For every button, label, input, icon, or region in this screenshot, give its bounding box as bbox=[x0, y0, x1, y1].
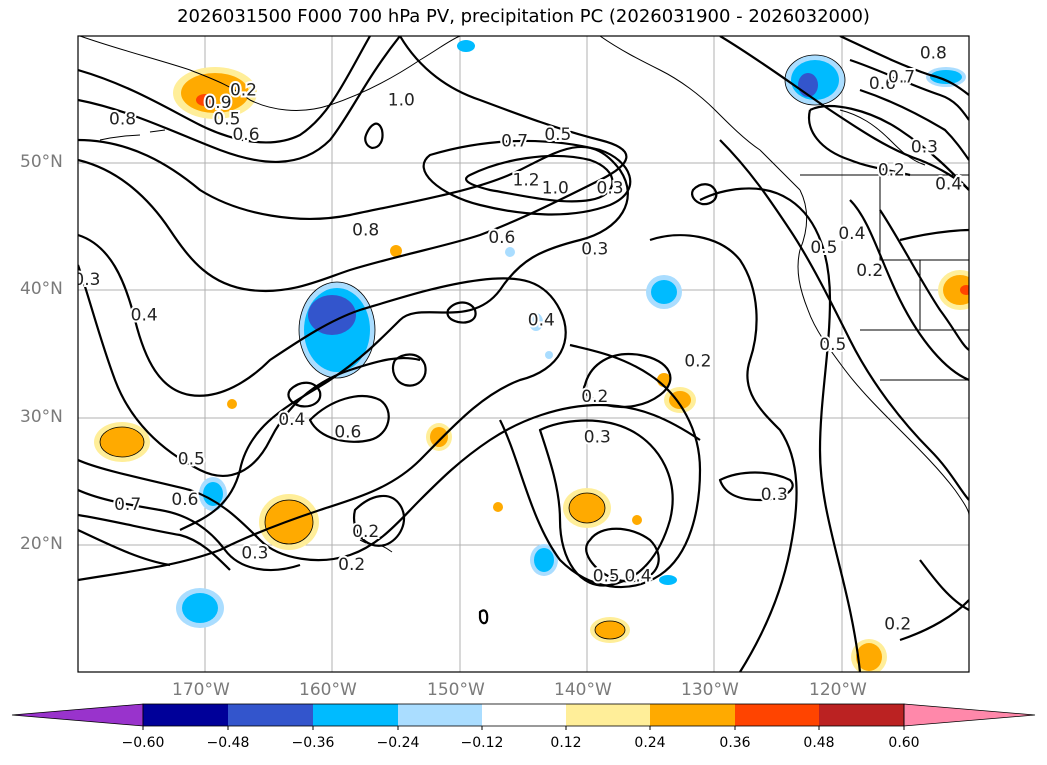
contour-label: 0.7 bbox=[888, 68, 915, 88]
positive-precip-cell-9 bbox=[938, 270, 969, 310]
contour-label: 0.3 bbox=[73, 270, 100, 290]
contour-label: 0.2 bbox=[684, 351, 711, 371]
contour-label: 0.4 bbox=[838, 224, 865, 244]
contour-label: 0.6 bbox=[171, 490, 198, 510]
colorbar bbox=[11, 703, 1036, 730]
lat-label-40n: 40°N bbox=[20, 279, 63, 299]
contour-label: 0.5 bbox=[213, 110, 240, 130]
contour-label: 0.2 bbox=[581, 387, 608, 407]
contour-label: 0.5 bbox=[178, 449, 205, 469]
contour-label: 0.4 bbox=[528, 311, 555, 331]
contour-label: 0.3 bbox=[597, 178, 624, 198]
negative-precip-cell-4 bbox=[646, 275, 682, 309]
colorbar-segment bbox=[143, 704, 228, 726]
contour-label: 1.0 bbox=[388, 91, 415, 111]
colorbar-segment bbox=[482, 704, 566, 726]
contour-label: 0.6 bbox=[488, 228, 515, 248]
colorbar-tick-label: −0.24 bbox=[376, 735, 420, 751]
colorbar-extend-high bbox=[903, 703, 1036, 727]
contour-label: 0.3 bbox=[911, 138, 938, 158]
colorbar-tick-label: 0.60 bbox=[888, 735, 920, 751]
contour-label: 0.8 bbox=[109, 110, 136, 130]
negative-precip-cell-1 bbox=[299, 282, 375, 378]
colorbar-segment bbox=[313, 704, 398, 726]
contour-label: 0.4 bbox=[278, 410, 305, 430]
lon-label-160w: 160°W bbox=[299, 680, 357, 700]
negative-precip-cell-7 bbox=[199, 477, 227, 511]
contour-label: 1.0 bbox=[542, 178, 569, 198]
contour-label: 0.2 bbox=[230, 80, 257, 100]
contour-label: 0.6 bbox=[334, 423, 361, 443]
lat-label-20n: 20°N bbox=[20, 534, 63, 554]
contour-label: 0.2 bbox=[878, 161, 905, 181]
colorbar-segment bbox=[735, 704, 819, 726]
colorbar-segment bbox=[398, 704, 482, 726]
positive-precip-cell-5 bbox=[426, 423, 452, 451]
contour-label: 0.7 bbox=[501, 131, 528, 151]
contour-label: 0.7 bbox=[114, 495, 141, 515]
contour-label: 0.6 bbox=[869, 74, 896, 94]
contour-label: 0.3 bbox=[761, 485, 788, 505]
lon-label-140w: 140°W bbox=[554, 680, 612, 700]
contour-label: 0.3 bbox=[241, 543, 268, 563]
colorbar-extend-low bbox=[11, 703, 144, 727]
lon-label-130w: 130°W bbox=[681, 680, 739, 700]
colorbar-segment bbox=[819, 704, 904, 726]
negative-precip-cell-5 bbox=[176, 588, 224, 628]
contour-label: 0.4 bbox=[625, 566, 652, 586]
pv-contours bbox=[78, 36, 969, 672]
lon-label-150w: 150°W bbox=[427, 680, 485, 700]
lat-label-30n: 30°N bbox=[20, 407, 63, 427]
colorbar-segment bbox=[650, 704, 735, 726]
contour-label: 0.3 bbox=[584, 428, 611, 448]
colorbar-segment bbox=[566, 704, 650, 726]
lon-label-120w: 120°W bbox=[809, 680, 867, 700]
coastlines bbox=[79, 36, 969, 553]
contour-label: 0.2 bbox=[352, 522, 379, 542]
positive-precip-cell-3 bbox=[259, 494, 319, 550]
colorbar-tick-label: 0.24 bbox=[634, 735, 666, 751]
contour-label: 0.2 bbox=[884, 615, 911, 635]
positive-precip-cell-4 bbox=[563, 488, 611, 528]
contour-label: 0.3 bbox=[581, 239, 608, 259]
contour-label: 0.5 bbox=[544, 125, 571, 145]
contour-label: 0.5 bbox=[819, 335, 846, 355]
contour-label: 0.2 bbox=[338, 555, 365, 575]
contour-label: 0.2 bbox=[856, 261, 883, 281]
negative-precip-cell-3 bbox=[926, 67, 966, 87]
map-frame bbox=[77, 35, 970, 673]
contour-label-layer: 0.20.50.60.90.81.00.7 0.51.2 1.00.8 0.60.30… bbox=[73, 42, 964, 637]
colorbar-segment bbox=[228, 704, 313, 726]
lon-label-170w: 170°W bbox=[172, 680, 230, 700]
colorbar-tick-label: −0.48 bbox=[206, 735, 250, 751]
contour-label: 0.4 bbox=[131, 306, 158, 326]
contour-label: 0.6 bbox=[232, 125, 259, 145]
map-title: 2026031500 F000 700 hPa PV, precipitatio… bbox=[177, 6, 870, 27]
contour-label: 0.5 bbox=[810, 238, 837, 258]
positive-precip-cell-1 bbox=[173, 67, 257, 119]
positive-precip-cell-2 bbox=[94, 422, 150, 462]
contour-label: 0.8 bbox=[352, 220, 379, 240]
contour-label: 0.5 bbox=[593, 566, 620, 586]
colorbar-tick-label: −0.12 bbox=[460, 735, 504, 751]
negative-precip-cell-6 bbox=[530, 544, 558, 576]
colorbar-tick-label: −0.60 bbox=[121, 735, 165, 751]
contour-label: 0.9 bbox=[204, 93, 231, 113]
colorbar-tick-label: −0.36 bbox=[291, 735, 335, 751]
negative-precip-cell-2 bbox=[785, 55, 845, 105]
precip-anomaly-shading bbox=[94, 40, 969, 672]
lat-label-50n: 50°N bbox=[20, 152, 63, 172]
colorbar-tick-label: 0.36 bbox=[719, 735, 751, 751]
contour-label: 0.4 bbox=[935, 175, 962, 195]
colorbar-tick-label: 0.48 bbox=[803, 735, 835, 751]
contour-label: 1.2 bbox=[513, 171, 540, 191]
colorbar-tick-label: 0.12 bbox=[550, 735, 582, 751]
contour-label: 0.8 bbox=[920, 44, 947, 64]
